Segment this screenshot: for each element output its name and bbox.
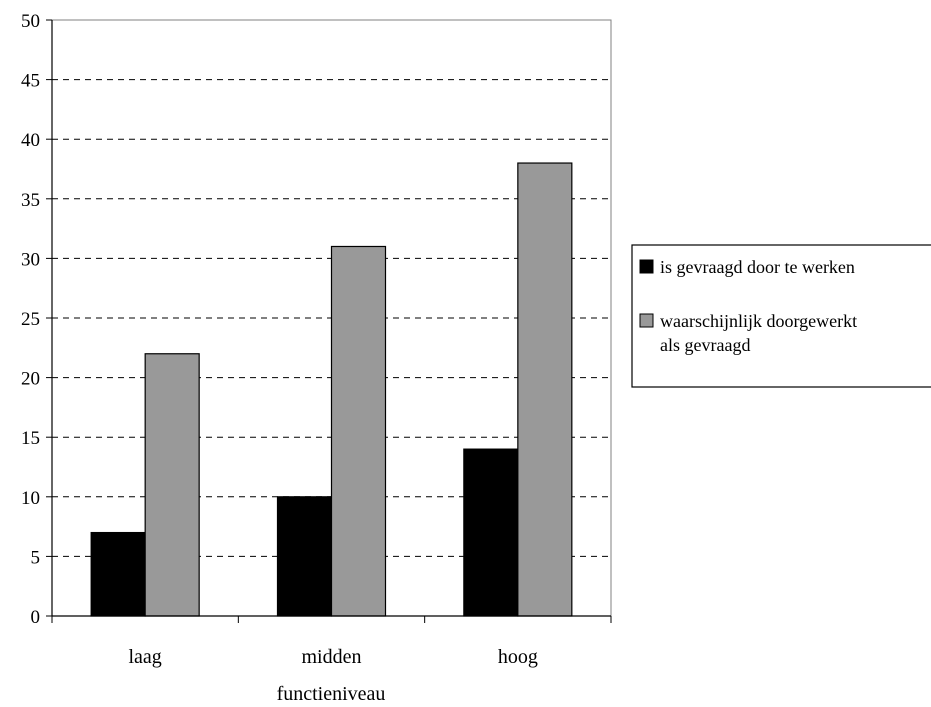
y-tick-label: 30: [21, 249, 40, 270]
x-category-label: midden: [302, 646, 362, 668]
y-tick-label: 10: [21, 488, 40, 509]
axes: [46, 19, 612, 623]
y-tick-label: 0: [31, 607, 41, 628]
legend: is gevraagd door te werken waarschijnlijk…: [631, 244, 931, 388]
bar-midden-series-1: [276, 496, 333, 617]
y-tick-label: 35: [21, 190, 40, 211]
y-tick-labels: 0 5 10 15 20 25 30 35 40 45 50: [21, 11, 40, 628]
bar-midden-series-2: [330, 245, 387, 617]
bar-laag-series-2: [144, 353, 200, 617]
x-axis-title: functieniveau: [277, 683, 386, 705]
y-tick-label: 25: [21, 309, 40, 330]
legend-label-1: is gevraagd door te werken: [660, 257, 855, 277]
x-category-label: laag: [129, 646, 162, 668]
legend-label-line: als gevraagd: [660, 335, 750, 355]
legend-label-line: waarschijnlijk doorgewerkt: [660, 311, 857, 331]
bar-hoog-series-2: [517, 162, 573, 617]
y-tick-label: 45: [21, 71, 40, 92]
legend-label-line: is gevraagd door te werken: [660, 257, 855, 277]
x-category-labels: laag midden hoog: [129, 646, 538, 668]
x-category-label: hoog: [498, 646, 538, 668]
legend-box: [631, 244, 931, 388]
bar-laag-series-1: [90, 531, 146, 617]
y-tick-label: 20: [21, 369, 40, 390]
bar-hoog-series-1: [463, 448, 519, 617]
y-tick-label: 15: [21, 428, 40, 449]
legend-swatch-2: [639, 313, 654, 328]
y-tick-label: 5: [31, 547, 41, 568]
y-tick-label: 50: [21, 11, 40, 32]
legend-swatch-1: [639, 259, 654, 274]
legend-label-2: waarschijnlijk doorgewerkt als gevraagd: [660, 311, 857, 355]
y-tick-label: 40: [21, 130, 40, 151]
bars: [90, 162, 573, 617]
